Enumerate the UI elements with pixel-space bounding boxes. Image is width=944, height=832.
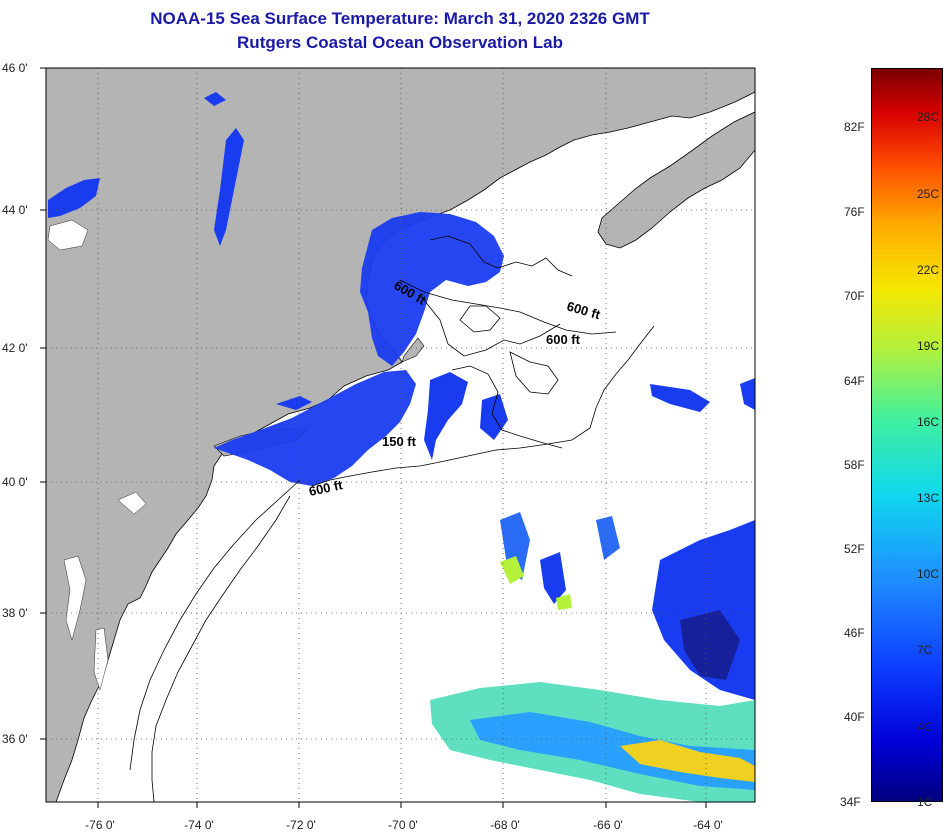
lat-label-36: 36 0' [2, 732, 28, 746]
colorbar-c-19: 19C [917, 339, 940, 353]
colorbar-c-10: 10C [917, 567, 940, 581]
cape-cod-land [401, 337, 425, 363]
colorbar-c-22: 22C [917, 263, 940, 277]
lon-label-72: -72 0' [286, 818, 316, 832]
contour-label: 600 ft [308, 477, 345, 499]
colorbar-c-16: 16C [917, 415, 940, 429]
map-subtitle: Rutgers Coastal Ocean Observation Lab [237, 33, 563, 52]
temperature-colorbar [871, 68, 943, 802]
colorbar-c-25: 25C [917, 187, 940, 201]
lat-label-40: 40 0' [2, 475, 28, 489]
sst-cold-shelf [214, 370, 416, 486]
colorbar-f-34: 34F [840, 795, 861, 809]
colorbar-c-7: 7C [917, 643, 933, 657]
colorbar-f-64: 64F [844, 374, 865, 388]
lon-label-66: -66 0' [593, 818, 623, 832]
colorbar-f-82: 82F [844, 120, 865, 134]
lon-label-68: -68 0' [490, 818, 520, 832]
colorbar-f-40: 40F [844, 710, 865, 724]
colorbar-f-52: 52F [844, 542, 865, 556]
map-title: NOAA-15 Sea Surface Temperature: March 3… [150, 9, 650, 28]
contour-label: 600 ft [546, 332, 581, 347]
sst-speckles [424, 372, 755, 802]
colorbar-c-4: 4C [917, 720, 933, 734]
sst-cold-gulf-of-maine [360, 212, 504, 366]
colorbar-c-1: 1C [917, 795, 933, 809]
lat-label-46: 46 0' [2, 61, 28, 75]
lon-label-70: -70 0' [388, 818, 418, 832]
colorbar-c-28: 28C [917, 110, 940, 124]
lat-label-38: 38 0' [2, 606, 28, 620]
lat-label-44: 44 0' [2, 203, 28, 217]
colorbar-c-13: 13C [917, 491, 940, 505]
lon-label-74: -74 0' [184, 818, 214, 832]
lon-label-76: -76 0' [85, 818, 115, 832]
colorbar-f-70: 70F [844, 289, 865, 303]
mainland-land [46, 68, 755, 802]
colorbar-f-76: 76F [844, 205, 865, 219]
contour-label: 150 ft [382, 434, 417, 449]
colorbar-f-58: 58F [844, 458, 865, 472]
lon-label-64: -64 0' [693, 818, 723, 832]
lat-label-42: 42 0' [2, 341, 28, 355]
colorbar-f-46: 46F [844, 626, 865, 640]
nova-scotia-land [597, 111, 755, 249]
